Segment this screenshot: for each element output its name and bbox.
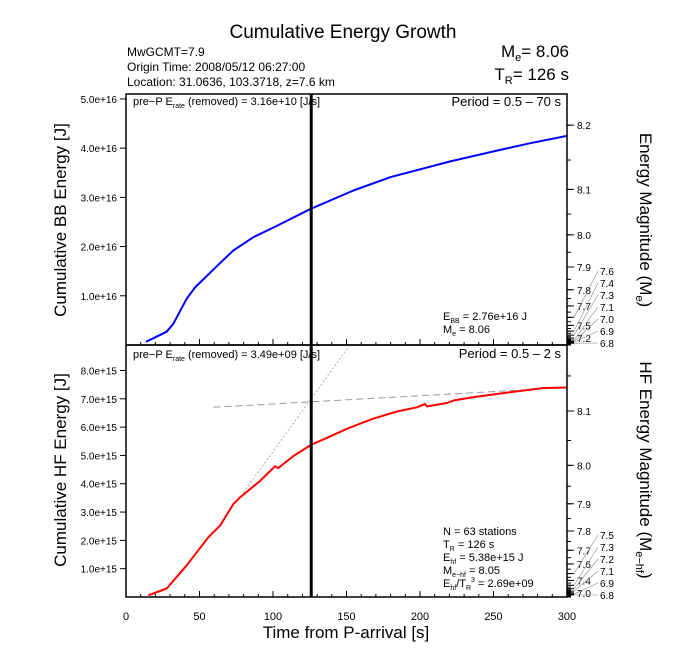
station-count: N = 63 stations [443,526,517,538]
bottom-y-tick-label: 8.0e+15 [81,366,118,377]
top-y2-tick-label: 8.2 [577,121,591,132]
top-energy-series [145,134,567,343]
top-magnitude: Me = 8.06 [443,324,490,338]
bottom-y-tick-label: 7.0e+15 [81,395,118,406]
bottom-period: Period = 0.5 – 2 s [459,346,562,361]
top-y2-leader-line [573,330,599,343]
top-y2-tick-label: 7.1 [600,303,614,314]
top-y2-tick-label: 7.8 [577,286,591,297]
bottom-y2-tick-label: 7.0 [577,589,591,600]
bottom-fit-line-dotted [243,345,351,493]
top-y2-leader-line [573,318,599,342]
x-tick-label: 150 [337,611,355,623]
energy-ratio: Ehf/TR3 = 2.69e+09 [443,577,534,592]
top-y2-tick-label: 8.1 [577,185,591,196]
bottom-y2-tick-label: 7.1 [600,567,614,578]
top-y2-leader-line [573,294,599,336]
top-y2-tick-label: 7.9 [577,263,591,274]
top-y-tick-label: 5.0e+16 [81,95,118,106]
bottom-y2-axis-label: HF Energy Magnitude (Me−hf) [633,361,655,578]
info-magnitude: MwGCMT=7.9 [127,45,205,59]
bottom-y2-tick-label: 7.6 [577,560,591,571]
bottom-y2-leader-line [573,558,599,589]
bottom-y2-tick-label: 6.9 [600,579,614,590]
bottom-y2-tick-label: 7.7 [577,546,591,557]
top-y2-tick-label: 7.3 [600,291,614,302]
bottom-y2-leader-line [573,546,599,586]
top-y2-tick-label: 6.8 [600,339,614,350]
bottom-y2-tick-label: 7.8 [577,527,591,538]
top-y2-tick-label: 7.7 [577,302,591,313]
bottom-y-tick-label: 2.0e+15 [81,536,118,547]
bottom-y-tick-label: 5.0e+15 [81,451,118,462]
bottom-prep-rate: pre−P Erate (removed) = 3.49e+09 [J/s] [133,349,320,363]
bottom-energy: Ehf = 5.38e+15 J [443,552,523,566]
bottom-y2-tick-label: 7.2 [600,555,614,566]
top-y2-leader-line [573,270,599,318]
top-y2-leader-line [573,282,599,332]
top-y2-leader-line [573,306,599,341]
top-y-axis-label: Cumulative BB Energy [J] [51,123,70,317]
top-y-tick-label: 4.0e+16 [81,144,118,155]
chart-title: Cumulative Energy Growth [229,22,456,43]
bottom-y2-tick-label: 8.0 [577,461,591,472]
top-prep-rate: pre−P Erate (removed) = 3.16e+10 [J/s] [133,96,320,110]
bottom-y2-leader-line [573,582,599,595]
top-plot-frame [125,93,568,346]
summary-me: Me= 8.06 [501,42,569,64]
top-y2-tick-label: 7.5 [577,321,591,332]
bottom-y-tick-label: 4.0e+15 [81,480,118,491]
bottom-plot-frame [125,344,568,598]
x-tick-label: 100 [264,611,282,623]
top-y-tick-label: 3.0e+16 [81,193,118,204]
top-y2-tick-label: 6.9 [600,327,614,338]
top-y-tick-label: 2.0e+16 [81,243,118,254]
x-tick-label: 0 [123,611,129,623]
bottom-energy-series [147,386,567,597]
bottom-y2-tick-label: 7.4 [577,576,591,587]
summary-tr: TR= 126 s [494,65,569,87]
top-energy: EBB = 2.76e+16 J [443,311,527,325]
top-y2-tick-label: 7.6 [600,267,614,278]
bottom-y2-leader-line [573,570,599,592]
bottom-magnitude: Me−hf = 8.05 [443,565,500,579]
top-y2-tick-label: 7.2 [577,334,591,345]
x-axis-label: Time from P-arrival [s] [263,623,430,642]
top-y2-tick-label: 7.4 [600,279,614,290]
bottom-y2-tick-label: 7.9 [577,500,591,511]
bottom-y2-tick-label: 8.1 [577,407,591,418]
top-period: Period = 0.5 – 70 s [452,94,562,109]
bottom-y-axis-label: Cumulative HF Energy [J] [51,373,70,567]
bottom-y2-tick-label: 6.8 [600,591,614,602]
bottom-y-tick-label: 1.0e+15 [81,565,118,576]
x-tick-label: 250 [484,611,502,623]
top-y2-tick-label: 7.0 [600,315,614,326]
info-location: Location: 31.0636, 103.3718, z=7.6 km [127,75,335,89]
bottom-tr: TR = 126 s [443,539,495,553]
bottom-y-tick-label: 3.0e+15 [81,508,118,519]
x-tick-label: 200 [411,611,429,623]
top-y-tick-label: 1.0e+16 [81,292,118,303]
top-y2-tick-label: 8.0 [577,231,591,242]
bottom-y-tick-label: 6.0e+15 [81,423,118,434]
top-y2-axis-label: Energy Magnitude (Me) [633,133,655,307]
bottom-y2-leader-line [573,534,599,574]
bottom-fit-line-dashed [213,386,567,408]
bottom-y2-tick-label: 7.3 [600,543,614,554]
x-tick-label: 50 [193,611,205,623]
info-origin-time: Origin Time: 2008/05/12 06:27:00 [127,60,305,74]
bottom-y2-tick-label: 7.5 [600,531,614,542]
x-tick-label: 300 [558,611,576,623]
